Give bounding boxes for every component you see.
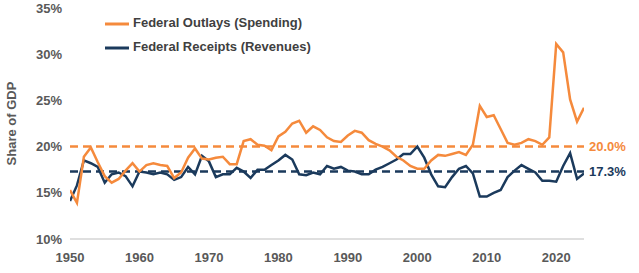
svg-text:1970: 1970 [194,250,223,265]
svg-text:1950: 1950 [56,250,85,265]
svg-text:1980: 1980 [264,250,293,265]
svg-text:20.0%: 20.0% [589,139,626,154]
svg-text:17.3%: 17.3% [589,164,626,179]
svg-text:15%: 15% [36,185,62,200]
svg-text:30%: 30% [36,47,62,62]
svg-text:20%: 20% [36,139,62,154]
svg-text:2010: 2010 [472,250,501,265]
svg-text:1960: 1960 [125,250,154,265]
svg-text:35%: 35% [36,1,62,16]
svg-text:1990: 1990 [333,250,362,265]
svg-text:Share of GDP: Share of GDP [8,81,19,165]
svg-text:25%: 25% [36,93,62,108]
html-text:Federal Receipts (Revenues): Federal Receipts (Revenues) [133,39,311,55]
svg-text:10%: 10% [36,232,62,247]
html-text:Federal Outlays (Spending): Federal Outlays (Spending) [133,15,302,31]
svg-text:2020: 2020 [542,250,571,265]
svg-text:2000: 2000 [403,250,432,265]
